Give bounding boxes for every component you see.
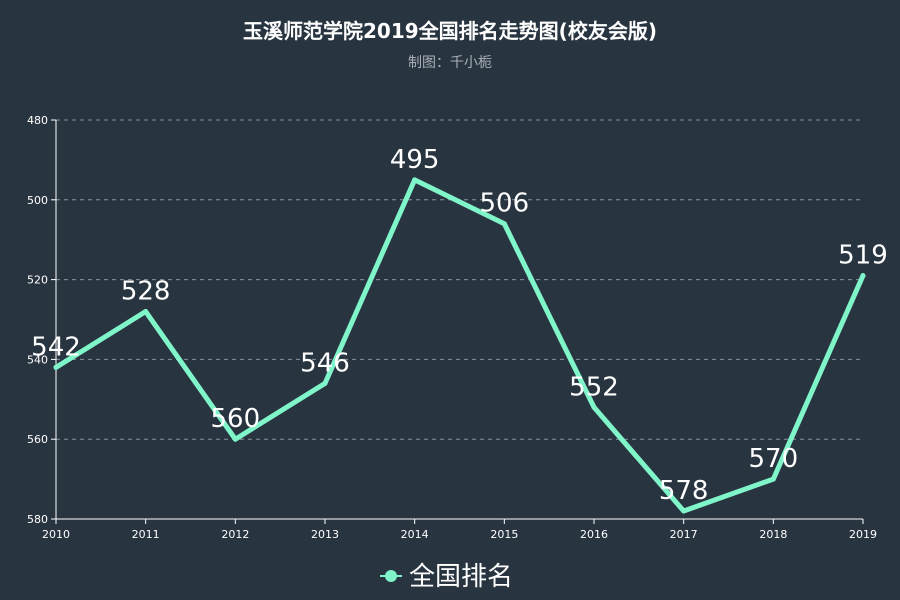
x-axis: 2010 2011 2012 2013 2014 2015 2016 2017 2018 2019 bbox=[42, 518, 877, 541]
y-tick-label-580: 580 bbox=[27, 513, 48, 526]
y-tick-label-520: 520 bbox=[27, 274, 48, 287]
data-label-2015: 506 bbox=[480, 189, 530, 219]
data-label-2013: 546 bbox=[300, 348, 350, 378]
data-label-2018: 570 bbox=[749, 444, 799, 474]
data-label-2016: 552 bbox=[569, 372, 619, 402]
data-label-2012: 560 bbox=[211, 404, 261, 434]
data-label-2017: 578 bbox=[659, 476, 709, 506]
y-tick-label-480: 480 bbox=[27, 114, 48, 127]
data-label-2019: 519 bbox=[838, 241, 888, 271]
x-tick-label-2011: 2011 bbox=[132, 528, 160, 541]
legend[interactable]: 全国排名 bbox=[380, 562, 513, 592]
series-line-0 bbox=[53, 177, 866, 514]
y-axis: 480 500 520 540 560 580 bbox=[27, 114, 57, 526]
y-tick-label-540: 540 bbox=[27, 353, 48, 366]
legend-label: 全国排名 bbox=[409, 562, 513, 592]
chart-title: 玉溪师范学院2019全国排名走势图(校友会版) bbox=[243, 19, 657, 43]
data-point-2011 bbox=[143, 309, 149, 315]
data-point-2014 bbox=[412, 177, 418, 183]
y-tick-label-560: 560 bbox=[27, 433, 48, 446]
grid-lines bbox=[56, 119, 863, 440]
data-point-2016 bbox=[591, 404, 597, 410]
x-tick-label-2014: 2014 bbox=[401, 528, 429, 541]
x-tick-label-2010: 2010 bbox=[42, 528, 70, 541]
legend-dot-marker bbox=[385, 570, 397, 582]
data-point-2019 bbox=[860, 273, 866, 279]
data-point-2015 bbox=[501, 221, 507, 227]
series-line-group bbox=[53, 177, 866, 514]
data-point-2012 bbox=[232, 436, 238, 442]
x-tick-label-2016: 2016 bbox=[580, 528, 608, 541]
x-tick-label-2012: 2012 bbox=[221, 528, 249, 541]
x-tick-label-2015: 2015 bbox=[490, 528, 518, 541]
data-label-2011: 528 bbox=[121, 277, 171, 307]
data-point-2017 bbox=[681, 508, 687, 514]
x-tick-label-2017: 2017 bbox=[670, 528, 698, 541]
data-labels: 542 528 560 546 495 506 552 578 570 519 bbox=[31, 145, 888, 506]
x-tick-label-2019: 2019 bbox=[849, 528, 877, 541]
y-tick-label-500: 500 bbox=[27, 194, 48, 207]
x-tick-label-2018: 2018 bbox=[759, 528, 787, 541]
chart-subtitle: 制图：千小栀 bbox=[408, 55, 492, 71]
data-point-2013 bbox=[322, 380, 328, 386]
data-point-2010 bbox=[53, 364, 59, 370]
x-tick-label-2013: 2013 bbox=[311, 528, 339, 541]
data-point-2018 bbox=[770, 476, 776, 482]
data-label-2014: 495 bbox=[390, 145, 440, 175]
data-label-2010: 542 bbox=[31, 332, 81, 362]
